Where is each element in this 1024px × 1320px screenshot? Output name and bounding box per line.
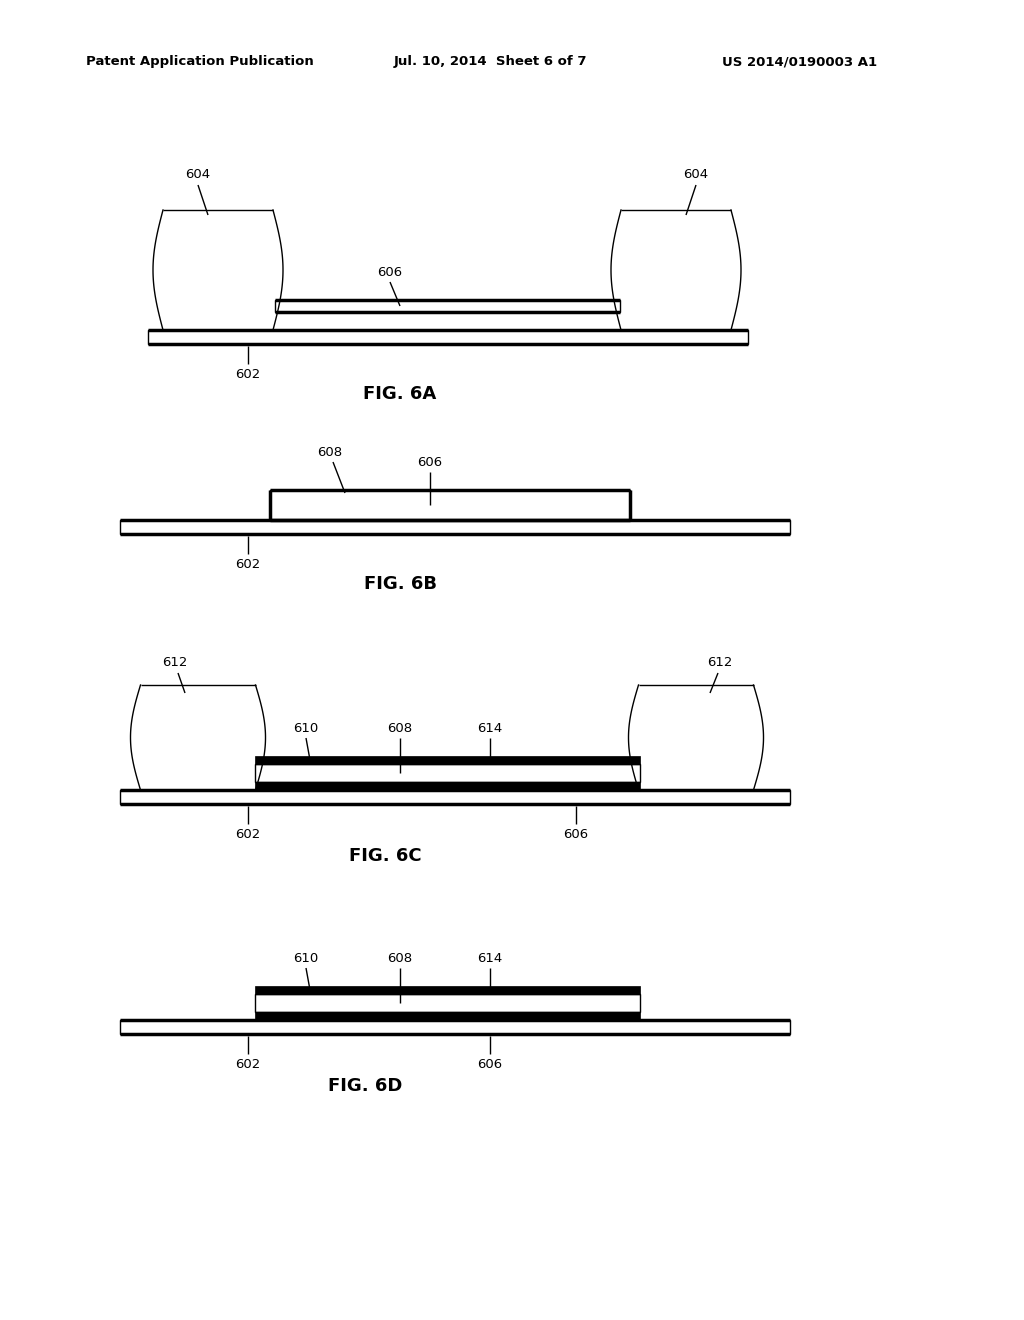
Text: 604: 604: [683, 169, 709, 181]
Text: FIG. 6A: FIG. 6A: [364, 385, 436, 403]
Text: 610: 610: [293, 952, 318, 965]
Text: 610: 610: [293, 722, 318, 734]
Text: 608: 608: [387, 952, 413, 965]
Bar: [255, 1012, 640, 1020]
Text: 602: 602: [236, 367, 261, 380]
Text: 602: 602: [236, 1057, 261, 1071]
Text: 606: 606: [418, 455, 442, 469]
Text: Patent Application Publication: Patent Application Publication: [86, 55, 314, 69]
Text: FIG. 6C: FIG. 6C: [349, 847, 421, 865]
Bar: [120, 789, 790, 804]
Text: Jul. 10, 2014  Sheet 6 of 7: Jul. 10, 2014 Sheet 6 of 7: [393, 55, 587, 69]
Bar: [270, 490, 630, 520]
Text: 606: 606: [378, 265, 402, 279]
Bar: [148, 330, 748, 345]
Text: 614: 614: [477, 722, 503, 734]
Text: 602: 602: [236, 828, 261, 841]
Text: 612: 612: [708, 656, 733, 669]
Bar: [255, 781, 640, 789]
Text: US 2014/0190003 A1: US 2014/0190003 A1: [723, 55, 878, 69]
Text: 608: 608: [387, 722, 413, 734]
Bar: [255, 764, 640, 781]
Bar: [255, 756, 640, 764]
Text: 614: 614: [477, 952, 503, 965]
Text: 612: 612: [163, 656, 187, 669]
Bar: [120, 1020, 790, 1034]
Bar: [255, 994, 640, 1012]
Text: 602: 602: [236, 557, 261, 570]
Text: 608: 608: [317, 446, 343, 458]
Text: FIG. 6D: FIG. 6D: [328, 1077, 402, 1096]
Text: 606: 606: [477, 1057, 503, 1071]
Bar: [275, 300, 620, 312]
Text: 604: 604: [185, 169, 211, 181]
Bar: [120, 520, 790, 535]
Bar: [255, 986, 640, 994]
Text: 606: 606: [563, 828, 589, 841]
Text: FIG. 6B: FIG. 6B: [364, 576, 436, 593]
